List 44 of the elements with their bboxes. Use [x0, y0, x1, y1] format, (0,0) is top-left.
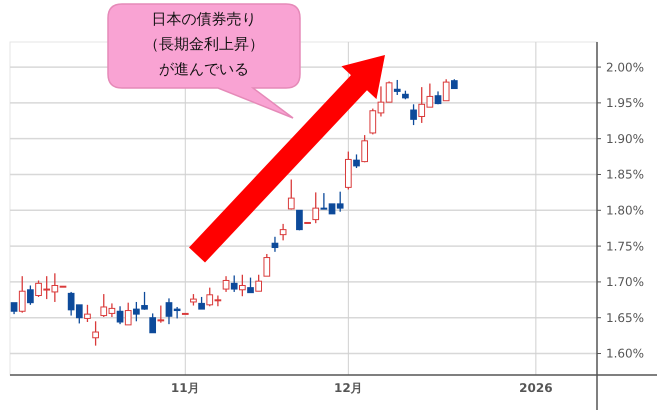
candlestick — [353, 154, 360, 169]
candlestick — [230, 274, 238, 293]
candlestick — [288, 178, 295, 210]
candlestick — [10, 302, 18, 315]
candlestick — [157, 304, 164, 324]
candlestick — [450, 78, 458, 90]
candlestick — [198, 296, 205, 310]
annotation: （長期金利上昇） — [144, 35, 264, 53]
candlestick — [116, 306, 124, 325]
y-tick-label: 1.65% — [606, 310, 644, 325]
y-tick-label: 1.60% — [606, 346, 644, 361]
candlestick — [124, 302, 132, 326]
candlestick — [190, 293, 197, 306]
candlestick — [222, 276, 230, 293]
y-tick-label: 1.85% — [606, 168, 644, 182]
annotation: が進んでいる — [159, 60, 249, 78]
candlestick — [247, 276, 254, 294]
candlestick — [84, 304, 91, 323]
y-tick-label: 1.70% — [606, 275, 644, 290]
candlestick — [27, 284, 34, 306]
candlestick — [394, 79, 401, 96]
candlestick — [280, 223, 286, 242]
candlestick — [92, 320, 99, 346]
text: 日本の債券売り — [152, 10, 256, 28]
candlestick — [312, 192, 320, 224]
y-tick-label: 1.75% — [606, 239, 644, 254]
candlestick — [272, 236, 278, 252]
y-tick-label: 1.80% — [606, 203, 644, 218]
candlestick — [361, 134, 368, 163]
candlestick — [239, 274, 246, 297]
candlestick — [434, 90, 442, 105]
candlestick — [296, 210, 303, 231]
candlestick — [255, 274, 262, 292]
x-tick-label: 2026 — [519, 381, 553, 395]
candlestick — [263, 253, 270, 277]
candlestick — [410, 104, 417, 126]
y-tick-label: 1.95% — [606, 96, 644, 110]
y-tick-label: 2.00% — [606, 60, 644, 74]
candlestick — [149, 312, 156, 334]
candlestick — [18, 276, 26, 314]
candlestick — [442, 78, 450, 102]
x-tick-label: 12月 — [334, 381, 363, 395]
y-tick-label: 1.90% — [606, 132, 644, 146]
x-tick-label: 11月 — [170, 381, 200, 395]
